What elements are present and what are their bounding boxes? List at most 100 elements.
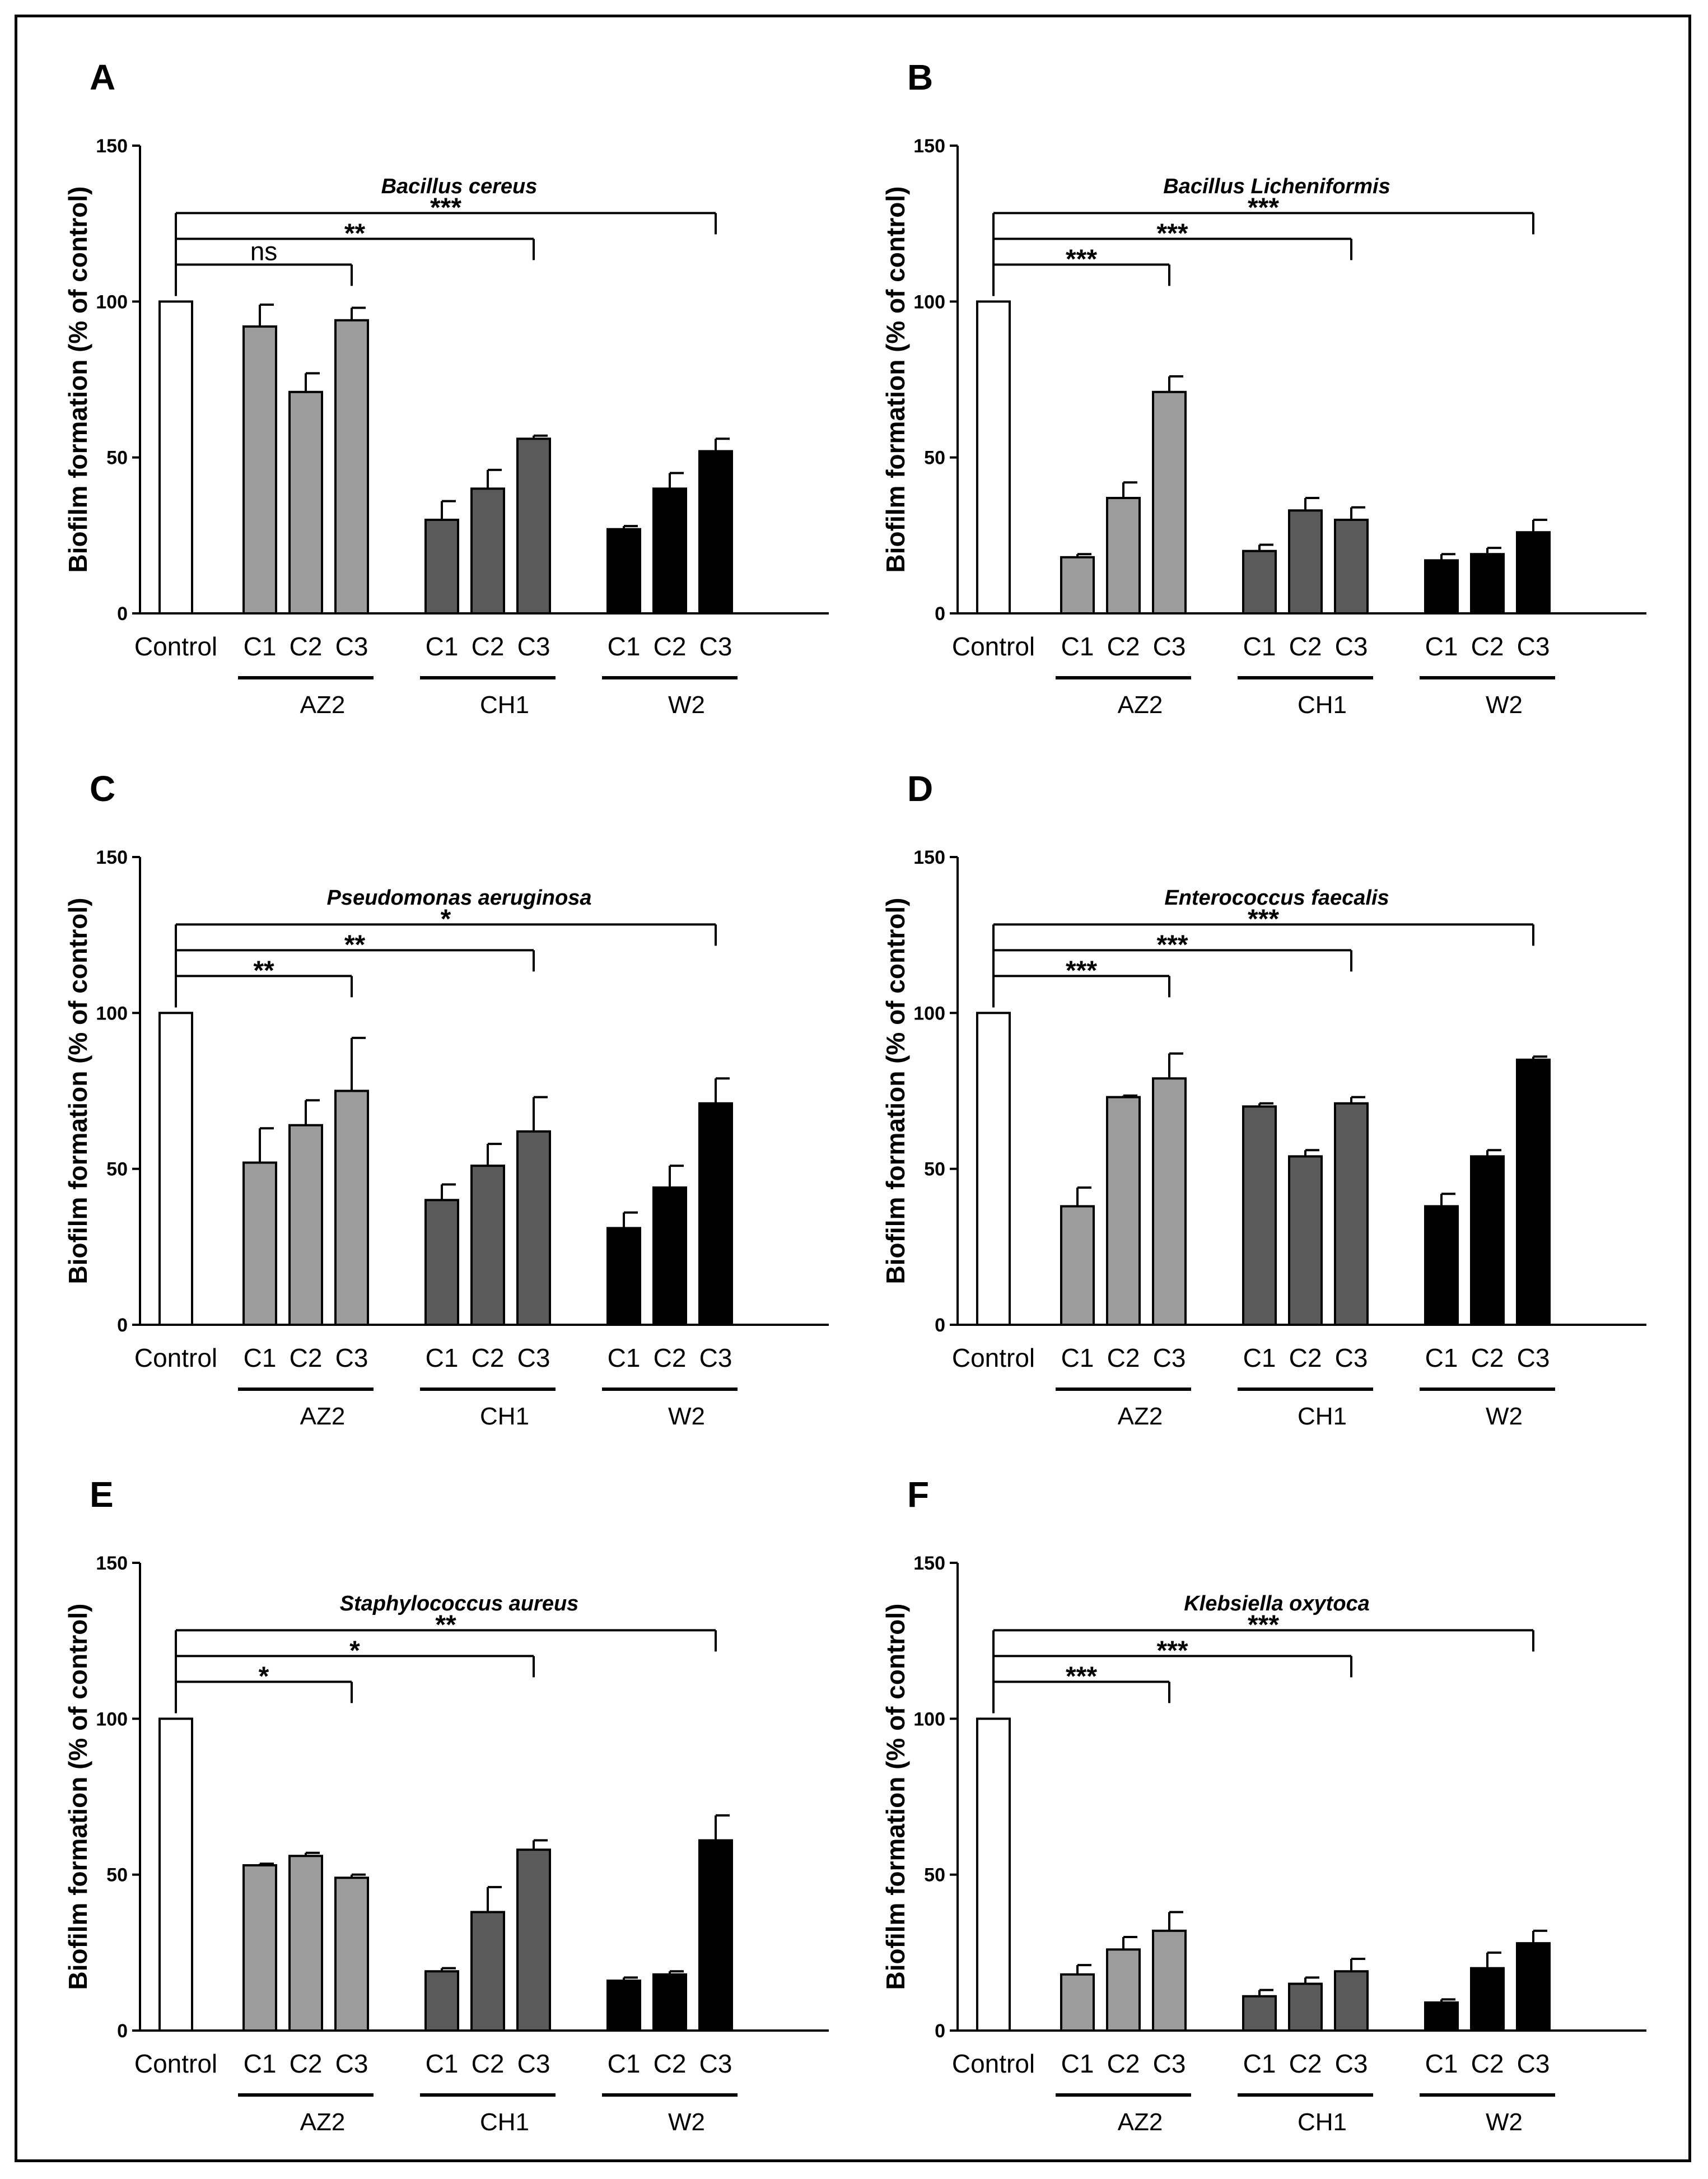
y-tick-label: 0 — [935, 2020, 945, 2042]
panel-letter-c: C — [90, 769, 115, 809]
y-tick-label: 50 — [106, 1865, 128, 1886]
group-label-ch1: CH1 — [1298, 1403, 1347, 1430]
bar — [1470, 1155, 1505, 1326]
chart-title: Pseudomonas aeruginosa — [326, 886, 591, 910]
x-category-label: Control — [952, 2049, 1035, 2078]
bar — [1242, 550, 1277, 615]
chart-panel-e: E Staphylococcus aureus Biofilm formation … — [34, 1451, 874, 2157]
y-tick-label: 100 — [913, 1708, 945, 1730]
x-category-label: C2 — [1471, 2049, 1504, 2078]
significance-label: *** — [1066, 1661, 1097, 1691]
bar — [1106, 497, 1141, 614]
panel-letter-e: E — [90, 1474, 114, 1515]
x-category-label: C3 — [1517, 2049, 1550, 2078]
bar — [158, 1012, 193, 1326]
x-category-label: C3 — [1153, 632, 1186, 661]
group-label-ch1: CH1 — [480, 2108, 529, 2136]
x-category-label: C3 — [517, 632, 550, 661]
panel-letter-d: D — [907, 769, 933, 809]
bar — [1334, 1102, 1369, 1326]
x-category-label: C2 — [290, 632, 323, 661]
group-label-w2: W2 — [668, 691, 705, 719]
x-category-label: C1 — [1061, 632, 1094, 661]
bar — [288, 1124, 323, 1326]
significance-bracket — [175, 263, 353, 296]
x-category-label: C1 — [426, 1343, 459, 1372]
y-axis-label: Biofilm formation (% of control) — [63, 187, 92, 573]
chart-panel-f: F Klebsiella oxytoca Biofilm formation (% … — [851, 1451, 1691, 2157]
significance-bracket — [992, 1629, 1534, 1714]
bar — [288, 390, 323, 614]
bar — [1424, 1205, 1459, 1326]
panel-letter-f: F — [907, 1474, 929, 1515]
x-category-label: C2 — [1107, 632, 1140, 661]
x-category-label: C3 — [1517, 632, 1550, 661]
chart-title: Bacillus Licheniformis — [1163, 175, 1390, 198]
y-axis-label: Biofilm formation (% of control) — [881, 1604, 910, 1990]
significance-bracket — [992, 212, 1534, 296]
bar — [652, 1186, 687, 1326]
x-category-label: C1 — [1425, 632, 1458, 661]
x-category-label: C1 — [244, 2049, 277, 2078]
chart-panel-c: C Pseudomonas aeruginosa Biofilm formation… — [34, 745, 874, 1451]
bar — [1106, 1096, 1141, 1326]
x-category-label: Control — [134, 632, 217, 661]
x-category-label: C2 — [1289, 632, 1322, 661]
significance-label: *** — [1066, 244, 1097, 274]
y-tick-label: 100 — [96, 291, 128, 313]
x-category-label: C3 — [699, 632, 732, 661]
significance-label: * — [349, 1636, 360, 1665]
y-tick-label: 150 — [913, 136, 945, 157]
bar — [158, 300, 193, 615]
x-category-label: C1 — [1425, 2049, 1458, 2078]
bar — [1424, 559, 1459, 614]
bar — [516, 1130, 551, 1326]
y-tick-label: 50 — [924, 1159, 945, 1180]
bar — [606, 528, 641, 615]
significance-label: *** — [1156, 930, 1188, 960]
bar — [1242, 1995, 1277, 2032]
bar — [470, 1165, 505, 1326]
bar — [976, 300, 1011, 615]
bar — [334, 1090, 369, 1326]
bar — [1424, 2001, 1459, 2032]
x-category-label: C3 — [1517, 1343, 1550, 1372]
x-category-label: C3 — [1153, 1343, 1186, 1372]
y-tick-label: 100 — [913, 291, 945, 313]
x-category-label: C2 — [1289, 2049, 1322, 2078]
x-category-label: Control — [952, 632, 1035, 661]
x-category-label: C2 — [472, 632, 505, 661]
significance-label: *** — [1248, 193, 1279, 222]
group-label-az2: AZ2 — [1118, 691, 1163, 719]
y-tick-label: 150 — [913, 1553, 945, 1574]
chart-title: Enterococcus faecalis — [1164, 886, 1389, 910]
chart-panel-a: A Bacillus cereus Biofilm formation (% of … — [34, 34, 874, 739]
significance-label: *** — [1248, 1610, 1279, 1640]
significance-label: *** — [1248, 904, 1279, 934]
x-category-label: C1 — [1243, 1343, 1276, 1372]
x-category-label: C2 — [1289, 1343, 1322, 1372]
chart-title: Staphylococcus aureus — [340, 1592, 579, 1615]
bar — [1060, 1205, 1095, 1326]
y-tick-label: 50 — [106, 448, 128, 469]
bar — [698, 1102, 733, 1326]
group-label-w2: W2 — [668, 2108, 705, 2136]
x-category-label: C1 — [1243, 2049, 1276, 2078]
significance-label: *** — [1066, 956, 1097, 985]
chart-title: Klebsiella oxytoca — [1184, 1592, 1370, 1615]
x-category-label: C3 — [335, 1343, 368, 1372]
significance-label: ns — [250, 236, 278, 266]
y-tick-label: 0 — [117, 2020, 128, 2042]
group-label-az2: AZ2 — [1118, 1403, 1163, 1430]
bar — [288, 1855, 323, 2032]
x-category-label: C2 — [654, 2049, 687, 2078]
significance-label: * — [259, 1661, 269, 1691]
chart-panel-b: B Bacillus Licheniformis Biofilm formation… — [851, 34, 1691, 739]
bar — [1516, 1058, 1551, 1326]
y-tick-label: 150 — [913, 847, 945, 868]
bar — [1152, 1929, 1187, 2032]
bar — [1516, 531, 1551, 614]
group-label-az2: AZ2 — [300, 1403, 346, 1430]
y-tick-label: 50 — [924, 448, 945, 469]
bar — [652, 1973, 687, 2032]
